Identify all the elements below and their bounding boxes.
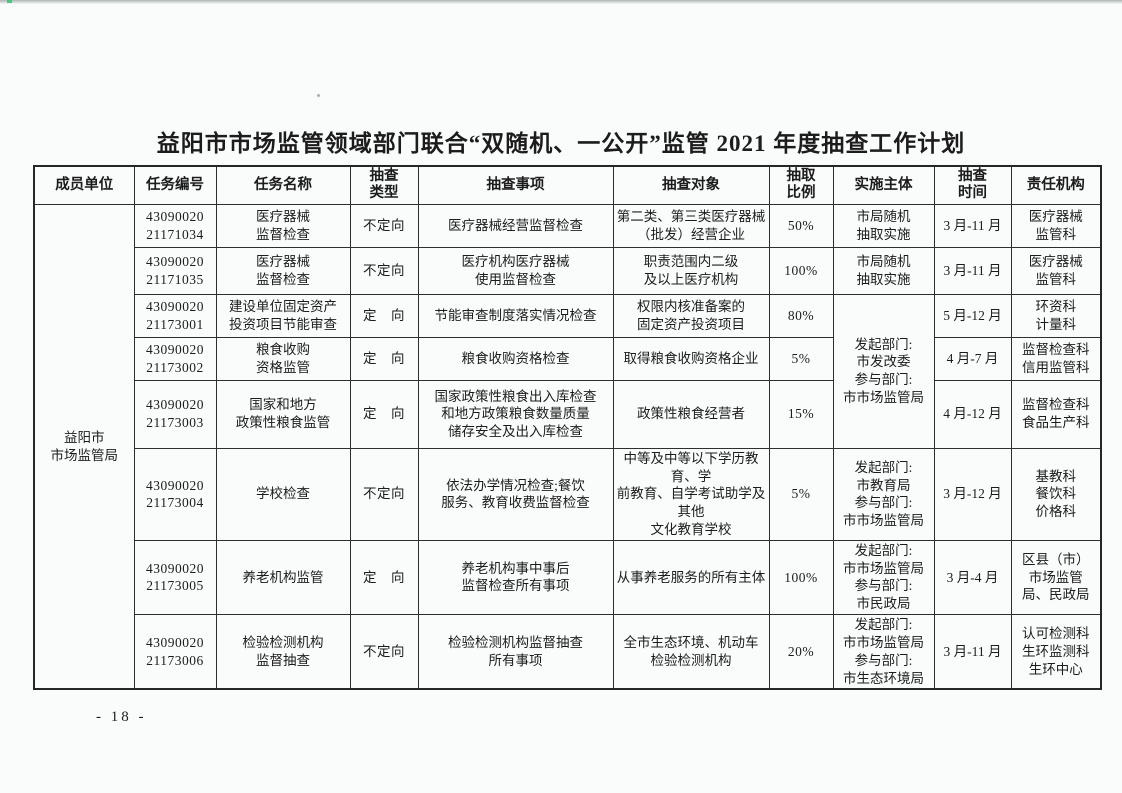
cell-task-number: 43090020 21173002 [133, 336, 217, 381]
cell-sampling-ratio: 15% [768, 379, 834, 449]
cell-sampling-ratio: 80% [768, 293, 834, 338]
table-row: 43090020 21171035 医疗器械 监督检查 不定向 医疗机构医疗器械… [34, 246, 1102, 295]
cell-responsible-org: 基教科 餐饮科 价格科 [1010, 447, 1102, 541]
cell-sampling-ratio: 50% [768, 203, 834, 248]
column-header-sampling-ratio: 抽取 比例 [768, 165, 834, 205]
cell-inspection-time: 5 月-12 月 [933, 293, 1012, 338]
cell-responsible-org: 监督检查科 信用监管科 [1010, 336, 1102, 381]
cell-inspection-target: 取得粮食收购资格企业 [612, 336, 770, 381]
scan-speck-artifact [7, 0, 12, 3]
cell-inspection-time: 3 月-11 月 [933, 614, 1012, 690]
cell-sampling-ratio: 5% [768, 447, 834, 541]
column-header-member-unit: 成员单位 [33, 165, 135, 205]
cell-task-name: 粮食收购 资格监管 [215, 336, 351, 381]
scan-top-edge-artifact [0, 0, 1122, 4]
column-header-task-number: 任务编号 [133, 165, 217, 205]
cell-inspection-items: 检验检测机构监督抽查 所有事项 [417, 614, 614, 690]
cell-inspection-type: 定 向 [349, 379, 419, 449]
cell-task-name: 检验检测机构 监督抽查 [215, 614, 351, 690]
cell-inspection-target: 从事养老服务的所有主体 [612, 539, 770, 616]
cell-task-number: 43090020 21171034 [133, 203, 217, 248]
cell-inspection-time: 3 月-11 月 [933, 246, 1012, 295]
cell-inspection-time: 3 月-4 月 [933, 539, 1012, 616]
cell-task-number: 43090020 21173003 [133, 379, 217, 449]
table-header-row: 成员单位 任务编号 任务名称 抽查 类型 抽查事项 抽查对象 抽取 比例 实施主… [33, 165, 1102, 205]
table-row: 43090020 21173005 养老机构监管 定 向 养老机构事中事后 监督… [34, 539, 1102, 616]
cell-sampling-ratio: 5% [768, 336, 834, 381]
cell-inspection-target: 第二类、第三类医疗器械 （批发）经营企业 [612, 203, 770, 248]
cell-task-number: 43090020 21173006 [133, 614, 217, 690]
cell-inspection-time: 3 月-12 月 [933, 447, 1012, 541]
column-header-responsible-org: 责任机构 [1010, 165, 1102, 205]
cell-inspection-type: 定 向 [349, 293, 419, 338]
cell-task-name: 学校检查 [215, 447, 351, 541]
cell-inspection-type: 不定向 [349, 203, 419, 248]
cell-task-name: 医疗器械 监督检查 [215, 203, 351, 248]
cell-inspection-time: 4 月-7 月 [933, 336, 1012, 381]
cell-responsible-org: 医疗器械 监管科 [1010, 246, 1102, 295]
cell-inspection-type: 不定向 [349, 614, 419, 690]
cell-responsible-org: 环资科 计量科 [1010, 293, 1102, 338]
cell-inspection-target: 权限内核准备案的 固定资产投资项目 [612, 293, 770, 338]
cell-inspection-items: 养老机构事中事后 监督检查所有事项 [417, 539, 614, 616]
table-row: 43090020 21173004 学校检查 不定向 依法办学情况检查;餐饮 服… [34, 447, 1102, 541]
column-header-inspection-items: 抽查事项 [417, 165, 614, 205]
cell-task-name: 医疗器械 监督检查 [215, 246, 351, 295]
cell-task-number: 43090020 21171035 [133, 246, 217, 295]
table-row: 43090020 21173006 检验检测机构 监督抽查 不定向 检验检测机构… [34, 614, 1102, 690]
cell-task-name: 养老机构监管 [215, 539, 351, 616]
cell-inspection-target: 全市生态环境、机动车 检验检测机构 [612, 614, 770, 690]
cell-inspection-type: 定 向 [349, 336, 419, 381]
cell-task-number: 43090020 21173005 [133, 539, 217, 616]
cell-implementer: 发起部门: 市教育局 参与部门: 市市场监管局 [832, 447, 935, 541]
cell-task-number: 43090020 21173004 [133, 447, 217, 541]
table-row: 益阳市 市场监管局 43090020 21171034 医疗器械 监督检查 不定… [33, 203, 1102, 690]
cell-task-name: 建设单位固定资产 投资项目节能审查 [215, 293, 351, 338]
cell-sampling-ratio: 100% [768, 246, 834, 295]
cell-inspection-target: 职责范围内二级 及以上医疗机构 [612, 246, 770, 295]
cell-implementer: 发起部门: 市发改委 参与部门: 市市场监管局 [832, 293, 935, 449]
column-header-implementer: 实施主体 [832, 165, 935, 205]
cell-sampling-ratio: 100% [768, 539, 834, 616]
cell-responsible-org: 认可检测科 生环监测科 生环中心 [1010, 614, 1102, 690]
cell-responsible-org: 区县（市） 市场监管 局、民政局 [1010, 539, 1102, 616]
cell-implementer: 发起部门: 市市场监管局 参与部门: 市民政局 [832, 539, 935, 616]
cell-responsible-org: 监督检查科 食品生产科 [1010, 379, 1102, 449]
column-header-inspection-target: 抽查对象 [612, 165, 770, 205]
cell-implementer: 市局随机 抽取实施 [832, 246, 935, 295]
table-row: 43090020 21173003 国家和地方 政策性粮食监管 定 向 国家政策… [34, 379, 1102, 449]
table-row: 43090020 21173001 建设单位固定资产 投资项目节能审查 定 向 … [34, 293, 1102, 449]
cell-inspection-type: 不定向 [349, 447, 419, 541]
cell-inspection-target: 中等及中等以下学历教育、学 前教育、自学考试助学及其他 文化教育学校 [612, 447, 770, 541]
inspection-plan-table: 成员单位 任务编号 任务名称 抽查 类型 抽查事项 抽查对象 抽取 比例 实施主… [33, 165, 1102, 691]
cell-inspection-items: 依法办学情况检查;餐饮 服务、教育收费监督检查 [417, 447, 614, 541]
cell-inspection-items: 国家政策性粮食出入库检查 和地方政策粮食数量质量 储存安全及出入库检查 [417, 379, 614, 449]
cell-sampling-ratio: 20% [768, 614, 834, 690]
page-title: 益阳市市场监管领域部门联合“双随机、一公开”监管 2021 年度抽查工作计划 [156, 131, 966, 156]
cell-member-unit: 益阳市 市场监管局 [33, 203, 135, 690]
cell-inspection-time: 4 月-12 月 [933, 379, 1012, 449]
cell-inspection-items: 医疗机构医疗器械 使用监督检查 [417, 246, 614, 295]
column-header-task-name: 任务名称 [215, 165, 351, 205]
cell-inspection-time: 3 月-11 月 [933, 203, 1012, 248]
cell-inspection-items: 节能审查制度落实情况检查 [417, 293, 614, 338]
cell-inspection-items: 医疗器械经营监督检查 [417, 203, 614, 248]
cell-inspection-items: 粮食收购资格检查 [417, 336, 614, 381]
table-row: 43090020 21173002 粮食收购 资格监管 定 向 粮食收购资格检查… [34, 336, 1102, 381]
cell-implementer: 发起部门: 市市场监管局 参与部门: 市生态环境局 [832, 614, 935, 690]
cell-inspection-target: 政策性粮食经营者 [612, 379, 770, 449]
cell-inspection-type: 定 向 [349, 539, 419, 616]
cell-inspection-type: 不定向 [349, 246, 419, 295]
page-number: - 18 - [96, 709, 147, 725]
column-header-inspection-type: 抽查 类型 [349, 165, 419, 205]
cell-task-name: 国家和地方 政策性粮食监管 [215, 379, 351, 449]
column-header-inspection-time: 抽查 时间 [933, 165, 1012, 205]
cell-implementer: 市局随机 抽取实施 [832, 203, 935, 248]
cell-responsible-org: 医疗器械 监管科 [1010, 203, 1102, 248]
scan-dot-artifact [317, 94, 320, 97]
cell-task-number: 43090020 21173001 [133, 293, 217, 338]
